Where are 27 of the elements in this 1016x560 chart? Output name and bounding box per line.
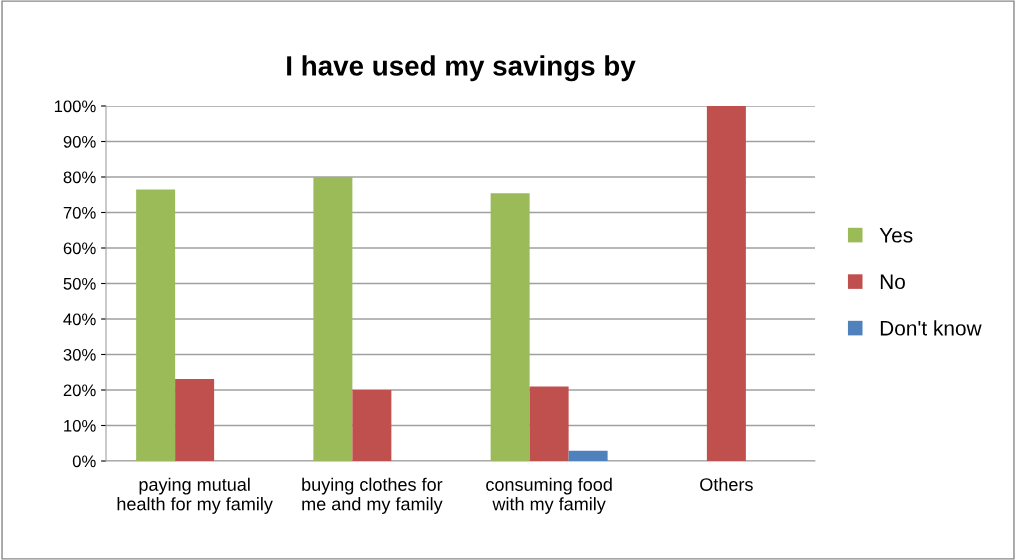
x-tick-label: Others — [700, 477, 753, 491]
y-tick-label: 40% — [63, 313, 96, 326]
y-tick-label: 20% — [63, 384, 96, 397]
legend-label: No — [880, 274, 905, 290]
bar — [568, 450, 608, 461]
y-tick-label: 80% — [63, 171, 96, 184]
chart-title: I have used my savings by — [287, 55, 636, 82]
y-tick-label: 60% — [63, 242, 96, 255]
y-tick-label: 30% — [63, 348, 96, 361]
y-tick-label: 50% — [63, 277, 96, 290]
bar — [706, 106, 746, 461]
bar — [175, 378, 215, 461]
bar — [313, 177, 353, 461]
y-tick-label: 70% — [63, 206, 96, 219]
y-tick-label: 90% — [63, 135, 96, 148]
y-tick-label: 0% — [72, 455, 96, 468]
bar — [490, 193, 530, 461]
bar — [352, 390, 392, 461]
y-tick-label: 10% — [64, 419, 96, 432]
x-tick-label: paying mutual health for my family — [117, 477, 273, 514]
bar — [529, 386, 569, 461]
y-tick-label: 100% — [54, 100, 96, 113]
legend-label: Yes — [879, 228, 913, 243]
legend-label: Don't know — [880, 320, 982, 336]
bar — [136, 189, 176, 461]
x-tick-label: consuming food with my family — [486, 477, 612, 514]
x-tick-label: buying clothes for me and my family — [302, 477, 443, 514]
